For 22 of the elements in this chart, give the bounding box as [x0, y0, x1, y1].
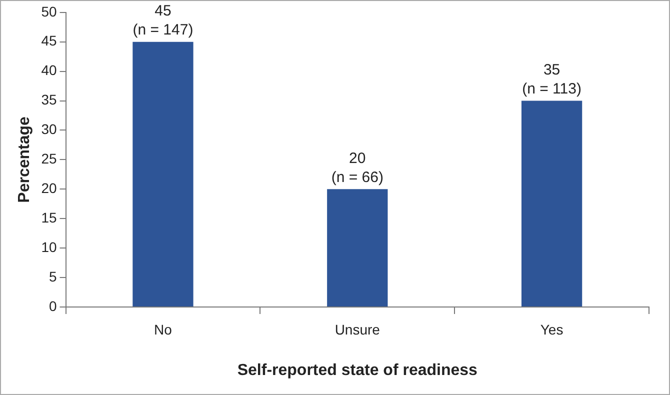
- y-tick-label: 0: [48, 298, 57, 314]
- x-tick-label: Yes: [540, 321, 564, 338]
- y-axis-title: Percentage: [16, 116, 34, 203]
- y-tick-label: 30: [41, 121, 57, 138]
- y-tick-label: 50: [41, 3, 57, 20]
- data-label: 45 (n = 147): [132, 2, 194, 38]
- x-tick-label: No: [154, 321, 172, 338]
- bar: [521, 100, 582, 306]
- y-tick-label: 20: [41, 180, 57, 196]
- data-label: 35 (n = 113): [522, 61, 582, 98]
- y-tick-label: 35: [41, 92, 57, 108]
- y-tick-label: 5: [48, 268, 57, 284]
- y-tick-label: 45: [41, 32, 57, 49]
- bar: [132, 42, 194, 306]
- bar: [327, 189, 388, 306]
- x-axis-title: Self-reported state of readiness: [237, 362, 478, 379]
- y-tick-label: 40: [41, 62, 57, 78]
- y-tick-label: 15: [41, 209, 57, 226]
- x-tick-label: Unsure: [334, 321, 380, 338]
- data-label: 20 (n = 66): [331, 150, 384, 186]
- y-tick-label: 10: [41, 238, 57, 255]
- y-tick-label: 25: [41, 150, 57, 167]
